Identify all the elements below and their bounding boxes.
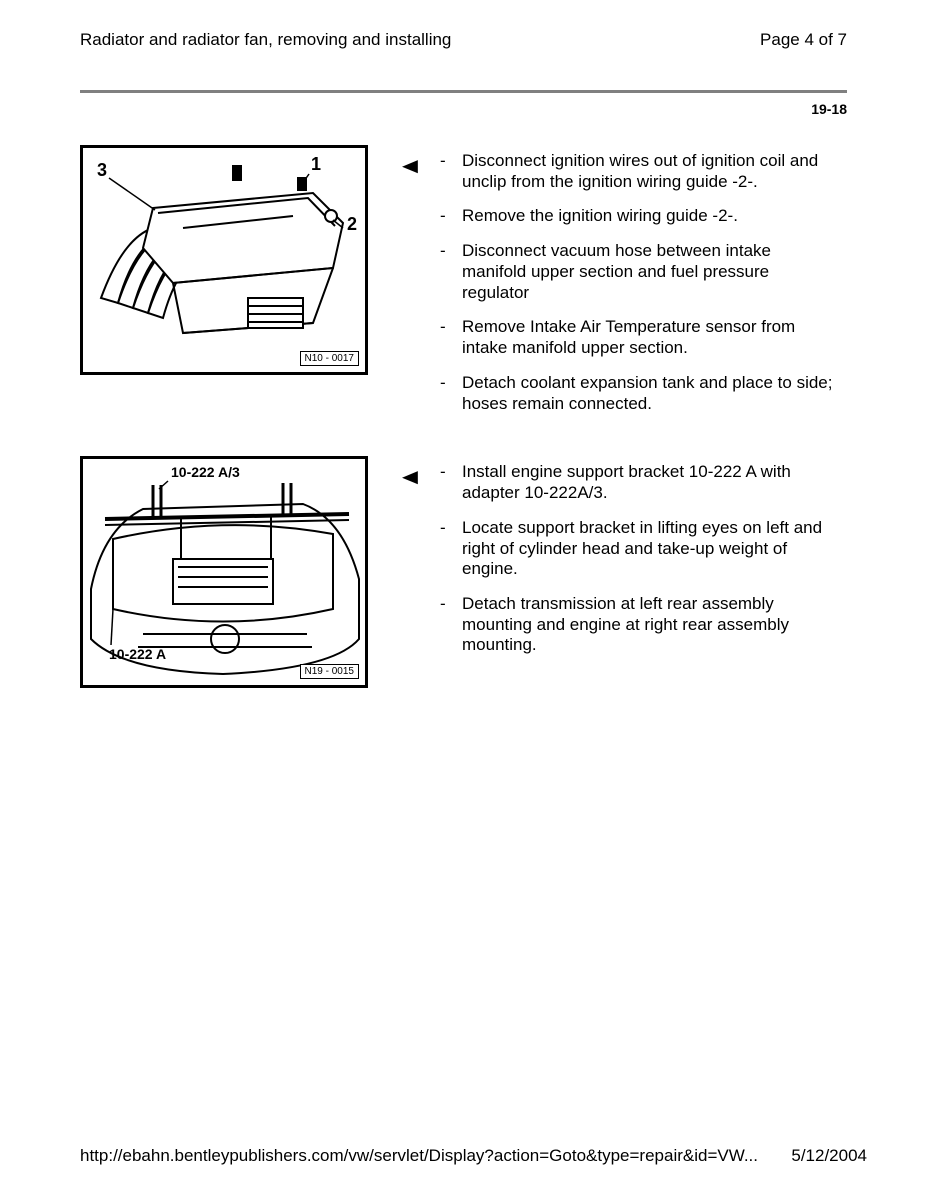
step-item: -Locate support bracket in lifting eyes … <box>440 518 847 580</box>
tool-label: 10-222 A <box>109 646 166 662</box>
step-item: -Disconnect ignition wires out of igniti… <box>440 151 847 192</box>
footer-date: 5/12/2004 <box>791 1146 867 1166</box>
engine-support-diagram: 10-222 A/3 10-222 A <box>83 459 365 685</box>
callout-2: 2 <box>347 214 357 234</box>
step-list: -Install engine support bracket 10-222 A… <box>440 462 847 656</box>
section-reference: 19-18 <box>80 101 847 117</box>
pointer-arrow-icon: ◄ <box>397 466 423 488</box>
page-header: Radiator and radiator fan, removing and … <box>80 30 847 90</box>
step-item: -Detach coolant expansion tank and place… <box>440 373 847 414</box>
footer-url: http://ebahn.bentleypublishers.com/vw/se… <box>80 1146 758 1166</box>
tool-label: 10-222 A/3 <box>171 464 240 480</box>
step-item: -Remove the ignition wiring guide -2-. <box>440 206 847 227</box>
engine-top-diagram: 1 2 3 <box>83 148 365 372</box>
instruction-row: 10-222 A/3 10-222 A N19 - 0015 ◄ -Instal… <box>80 456 847 688</box>
figure-engine-top: 1 2 3 N10 - 0017 <box>80 145 368 375</box>
header-rule <box>80 90 847 93</box>
step-item: -Install engine support bracket 10-222 A… <box>440 462 847 503</box>
step-item: -Remove Intake Air Temperature sensor fr… <box>440 317 847 358</box>
figure-engine-support: 10-222 A/3 10-222 A N19 - 0015 <box>80 456 368 688</box>
step-item: -Detach transmission at left rear assemb… <box>440 594 847 656</box>
step-item: -Disconnect vacuum hose between intake m… <box>440 241 847 303</box>
figure-id-label: N10 - 0017 <box>300 351 359 366</box>
callout-1: 1 <box>311 154 321 174</box>
page-footer: http://ebahn.bentleypublishers.com/vw/se… <box>80 1146 867 1166</box>
figure-id-label: N19 - 0015 <box>300 664 359 679</box>
instruction-row: 1 2 3 N10 - 0017 ◄ -Disconnect ignition … <box>80 145 847 428</box>
pointer-arrow-icon: ◄ <box>397 155 423 177</box>
header-page-number: Page 4 of 7 <box>760 30 847 50</box>
step-list: -Disconnect ignition wires out of igniti… <box>440 151 847 414</box>
callout-3: 3 <box>97 160 107 180</box>
header-title: Radiator and radiator fan, removing and … <box>80 30 451 50</box>
